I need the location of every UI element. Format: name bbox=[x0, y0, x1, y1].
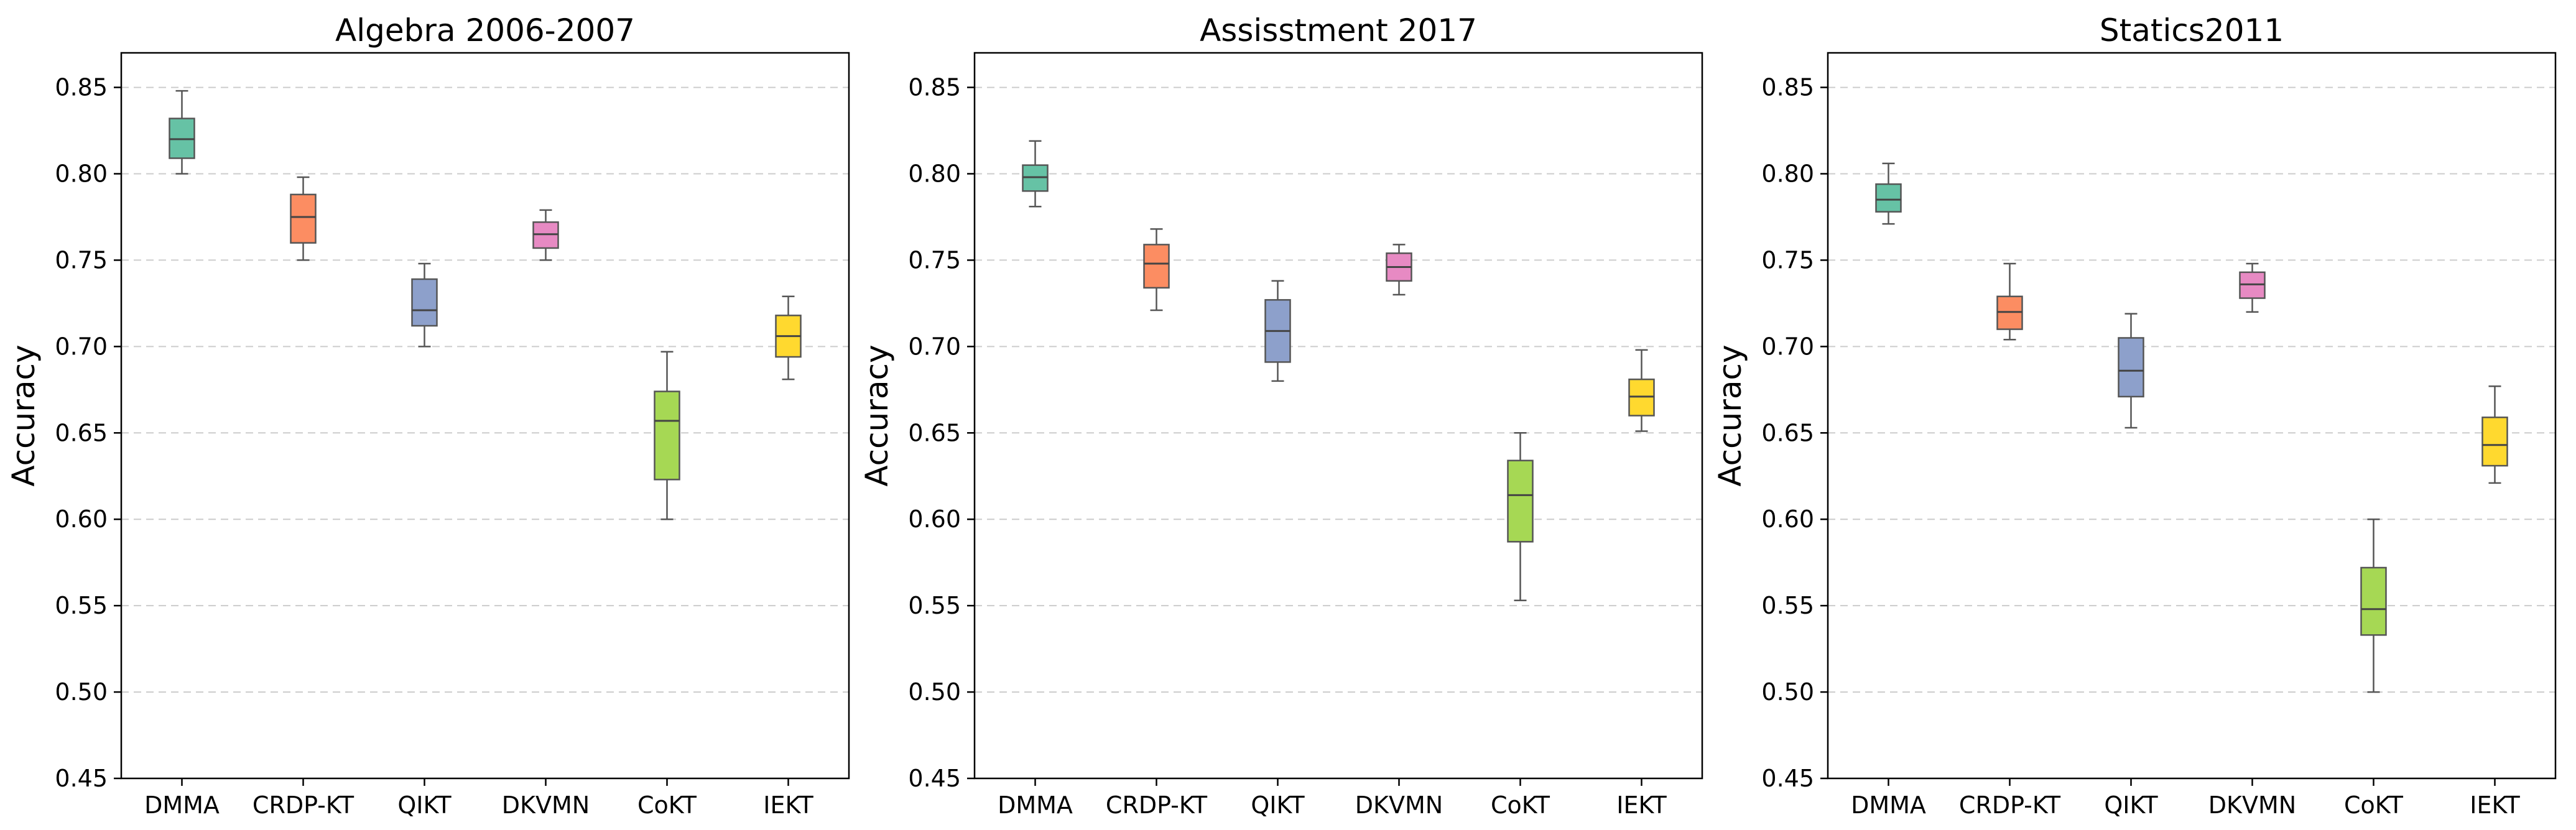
y-tick-label: 0.50 bbox=[1761, 678, 1814, 706]
plot-frame bbox=[973, 52, 1703, 780]
chart-panel-1: 0.45 0.50 0.55 0.60 0.65 0.70 0.75 0.80 0.85 DMMA… bbox=[6, 12, 850, 819]
y-tick-label: 0.70 bbox=[1761, 333, 1814, 360]
y-tick-label: 0.45 bbox=[1761, 765, 1814, 792]
box-dmma bbox=[1875, 162, 1902, 225]
x-tick-label: CRDP-KT bbox=[253, 791, 354, 819]
y-axis-label: Accuracy bbox=[1712, 344, 1748, 486]
chart-panel-3: 0.45 0.50 0.55 0.60 0.65 0.70 0.75 0.80 0.85 DMMA… bbox=[1712, 12, 2557, 819]
y-tick-label: 0.45 bbox=[908, 765, 961, 792]
y-tick-label: 0.85 bbox=[1761, 74, 1814, 101]
box-qikt bbox=[2118, 313, 2144, 429]
x-tick-label: QIKT bbox=[1251, 791, 1305, 819]
y-axis-label: Accuracy bbox=[6, 344, 42, 486]
x-tick-label: IEKT bbox=[2470, 791, 2520, 819]
y-tick-label: 0.60 bbox=[55, 505, 108, 533]
chart-panel-2: 0.45 0.50 0.55 0.60 0.65 0.70 0.75 0.80 0.85 DMMA… bbox=[859, 12, 1703, 819]
y-tick-label: 0.55 bbox=[1761, 592, 1814, 619]
x-tick-label: DKVMN bbox=[502, 791, 590, 819]
box-iekt bbox=[775, 295, 802, 380]
x-tick-label: DMMA bbox=[1851, 791, 1926, 819]
box-iqr bbox=[1875, 183, 1902, 213]
y-tick-label: 0.80 bbox=[55, 160, 108, 188]
box-cokt bbox=[2360, 518, 2387, 693]
x-tick-label: QIKT bbox=[2104, 791, 2158, 819]
y-tick-label: 0.45 bbox=[55, 765, 108, 792]
box-iqr bbox=[411, 278, 438, 327]
box-qikt bbox=[411, 262, 438, 348]
x-tick-label: CRDP-KT bbox=[1959, 791, 2061, 819]
chart-title: Statics2011 bbox=[2100, 12, 2284, 48]
chart-title: Algebra 2006-2007 bbox=[335, 12, 635, 48]
box-iqr bbox=[1507, 459, 1534, 543]
x-tick-label: QIKT bbox=[397, 791, 452, 819]
x-tick-label: CRDP-KT bbox=[1106, 791, 1208, 819]
x-tick-label: CoKT bbox=[1491, 791, 1550, 819]
y-tick-label: 0.55 bbox=[55, 592, 108, 619]
box-crdp-kt bbox=[1143, 228, 1170, 311]
box-iekt bbox=[1628, 349, 1655, 432]
box-qikt bbox=[1264, 280, 1291, 382]
y-tick-label: 0.65 bbox=[1761, 419, 1814, 446]
plot-frame bbox=[120, 52, 850, 780]
x-tick-label: DKVMN bbox=[1355, 791, 1443, 819]
x-tick-label: CoKT bbox=[637, 791, 697, 819]
box-iqr bbox=[290, 193, 317, 244]
y-tick-label: 0.75 bbox=[908, 246, 961, 274]
x-tick-label: IEKT bbox=[1616, 791, 1667, 819]
chart-title: Assisstment 2017 bbox=[1200, 12, 1477, 48]
y-tick-label: 0.85 bbox=[55, 74, 108, 101]
y-tick-label: 0.85 bbox=[908, 74, 961, 101]
box-dkvmn bbox=[1386, 244, 1412, 296]
box-iqr bbox=[2118, 337, 2144, 398]
plot-frame bbox=[1827, 52, 2557, 780]
y-tick-label: 0.80 bbox=[908, 160, 961, 188]
box-dkvmn bbox=[532, 209, 559, 261]
box-dkvmn bbox=[2239, 262, 2266, 313]
y-tick-label: 0.75 bbox=[55, 246, 108, 274]
y-tick-label: 0.65 bbox=[55, 419, 108, 446]
y-axis-label: Accuracy bbox=[859, 344, 895, 486]
box-crdp-kt bbox=[290, 176, 317, 261]
box-iqr bbox=[654, 390, 680, 481]
y-tick-label: 0.70 bbox=[908, 333, 961, 360]
box-dmma bbox=[169, 90, 195, 175]
box-iekt bbox=[2481, 385, 2508, 484]
y-tick-label: 0.50 bbox=[55, 678, 108, 706]
x-tick-label: DKVMN bbox=[2208, 791, 2296, 819]
box-dmma bbox=[1022, 140, 1049, 208]
box-crdp-kt bbox=[1996, 262, 2023, 341]
x-tick-label: DMMA bbox=[998, 791, 1073, 819]
y-tick-label: 0.65 bbox=[908, 419, 961, 446]
y-tick-label: 0.75 bbox=[1761, 246, 1814, 274]
y-tick-label: 0.50 bbox=[908, 678, 961, 706]
box-iqr bbox=[2360, 566, 2387, 636]
y-tick-label: 0.70 bbox=[55, 333, 108, 360]
y-tick-label: 0.60 bbox=[1761, 505, 1814, 533]
y-tick-label: 0.80 bbox=[1761, 160, 1814, 188]
box-iqr bbox=[1143, 244, 1170, 289]
x-tick-label: IEKT bbox=[763, 791, 813, 819]
box-cokt bbox=[1507, 432, 1534, 602]
y-tick-label: 0.55 bbox=[908, 592, 961, 619]
box-cokt bbox=[654, 351, 680, 520]
x-tick-label: CoKT bbox=[2344, 791, 2404, 819]
y-tick-label: 0.60 bbox=[908, 505, 961, 533]
box-iqr bbox=[2481, 417, 2508, 467]
x-tick-label: DMMA bbox=[144, 791, 220, 819]
